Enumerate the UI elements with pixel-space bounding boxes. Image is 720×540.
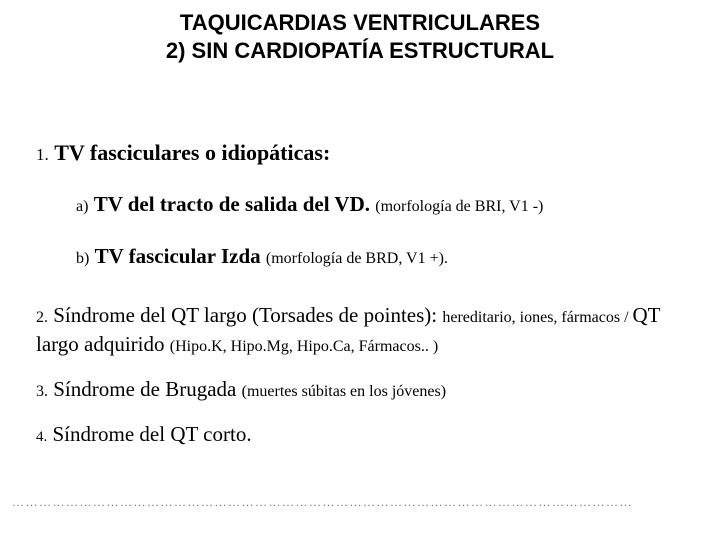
item-2-main: Síndrome del QT largo (Torsades de point… [53, 303, 442, 327]
subitem-a: a) TV del tracto de salida del VD. (morf… [76, 190, 684, 218]
subitem-a-label: a) [76, 198, 88, 215]
subitem-a-paren: (morfología de BRI, V1 -) [375, 198, 543, 215]
slide: TAQUICARDIAS VENTRICULARES 2) SIN CARDIO… [0, 0, 720, 540]
list-item-1: 1. TV fasciculares o idiopáticas: [36, 140, 684, 166]
slide-title: TAQUICARDIAS VENTRICULARES 2) SIN CARDIO… [0, 0, 720, 64]
subitem-b-text: TV fascicular Izda [95, 244, 266, 268]
subitem-a-text: TV del tracto de salida del VD. [94, 192, 376, 216]
list-item-3: 3. Síndrome de Brugada (muertes súbitas … [36, 377, 684, 402]
title-line-2: 2) SIN CARDIOPATÍA ESTRUCTURAL [166, 38, 554, 63]
subitem-b-label: b) [76, 250, 89, 267]
dotted-rule: …………………………………………………………………………………………………………… [0, 495, 720, 510]
list-item-2: 2. Síndrome del QT largo (Torsades de po… [36, 301, 684, 359]
list-item-4: 4. Síndrome del QT corto. [36, 422, 684, 447]
item-1-number: 1. [36, 145, 49, 164]
subitem-b-paren: (morfología de BRD, V1 +). [266, 250, 448, 267]
item-4-main: Síndrome del QT corto. [53, 422, 252, 446]
title-line-1: TAQUICARDIAS VENTRICULARES [180, 10, 540, 35]
item-1-text: TV fasciculares o idiopáticas: [54, 140, 330, 165]
subitem-b: b) TV fascicular Izda (morfología de BRD… [76, 242, 684, 270]
item-2-trail1: hereditario, iones, fármacos / [442, 309, 632, 326]
item-3-main: Síndrome de Brugada [53, 377, 241, 401]
item-2-number: 2. [36, 309, 48, 326]
item-3-paren: (muertes súbitas en los jóvenes) [242, 383, 446, 400]
slide-body: 1. TV fasciculares o idiopáticas: a) TV … [0, 140, 720, 447]
item-2-paren: (Hipo.K, Hipo.Mg, Hipo.Ca, Fármacos.. ) [170, 338, 438, 355]
item-3-number: 3. [36, 383, 48, 400]
item-4-number: 4. [36, 429, 47, 445]
